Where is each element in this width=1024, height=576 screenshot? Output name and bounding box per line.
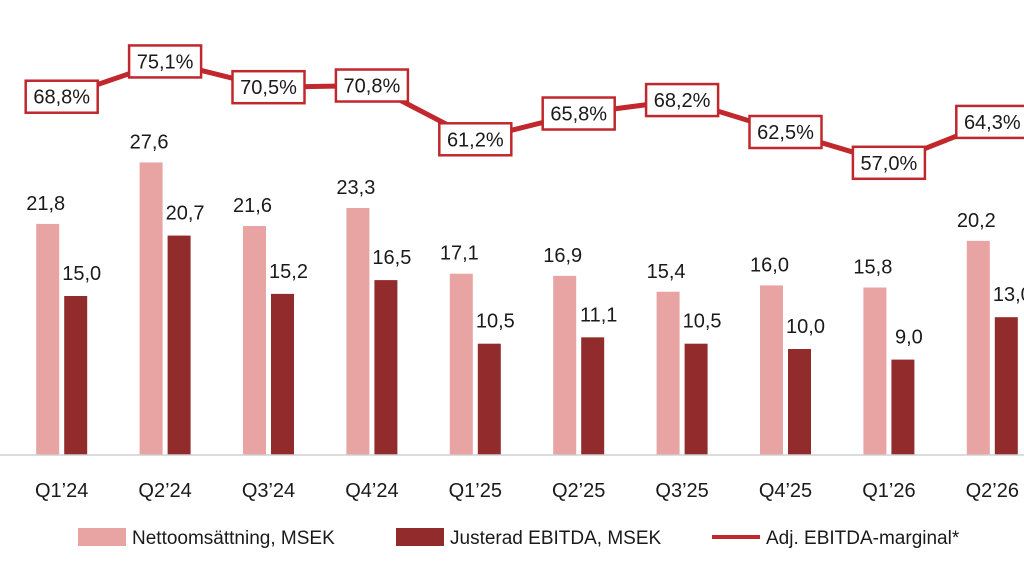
value-label-justerad-ebitda-q225: 11,1 xyxy=(580,304,617,326)
bar-justerad-ebitda-q125 xyxy=(477,343,501,455)
ebitda-marginal-label-q124: 68,8% xyxy=(33,87,90,109)
bar-nettoomsattning-q325 xyxy=(656,291,680,455)
bar-justerad-ebitda-q425 xyxy=(788,349,811,455)
ebitda-marginal-label-q425: 62,5% xyxy=(757,122,814,144)
ebitda-marginal-point-q224 xyxy=(127,44,203,79)
value-label-nettoomsattning-q226: 20,2 xyxy=(957,210,996,232)
x-tick-q226: Q2’26 xyxy=(966,480,1019,502)
ebitda-marginal-label-q126: 57,0% xyxy=(861,153,918,175)
value-label-nettoomsattning-q224: 27,6 xyxy=(130,131,169,153)
x-tick-q224: Q2’24 xyxy=(138,480,191,502)
value-label-justerad-ebitda-q424: 16,5 xyxy=(372,247,411,269)
ebitda-marginal-label-q424: 70,8% xyxy=(344,76,401,98)
x-tick-q325: Q3’25 xyxy=(655,480,708,502)
bar-nettoomsattning-q324 xyxy=(243,226,266,455)
x-tick-q425: Q4’25 xyxy=(759,480,812,502)
value-label-justerad-ebitda-q425: 10,0 xyxy=(786,316,825,338)
legend-swatch-nettoomsattning xyxy=(78,528,126,546)
ebitda-marginal-label-q125: 61,2% xyxy=(447,129,504,151)
ebitda-marginal-point-q325 xyxy=(644,82,720,118)
bar-justerad-ebitda-q424 xyxy=(374,280,398,455)
legend: Nettoomsättning, MSEK Justerad EBITDA, M… xyxy=(78,528,960,549)
x-tick-q424: Q4’24 xyxy=(345,480,398,502)
bar-nettoomsattning-q225 xyxy=(553,275,577,455)
value-label-justerad-ebitda-q324: 15,2 xyxy=(269,261,308,283)
value-label-nettoomsattning-q425: 16,0 xyxy=(750,254,789,276)
bar-justerad-ebitda-q225 xyxy=(581,337,605,455)
x-tick-q124: Q1’24 xyxy=(35,480,88,502)
bar-justerad-ebitda-q226 xyxy=(994,317,1018,455)
bar-justerad-ebitda-q324 xyxy=(271,293,294,455)
ebitda-marginal-point-q226 xyxy=(955,104,1024,140)
bar-group: 21,8 15,0 27,6 20,7 21,6 15,2 23,3 16,5 17,1 10,5… xyxy=(26,131,1024,455)
ebitda-marginal-point-q124 xyxy=(24,79,99,114)
ebitda-marginal-point-q324 xyxy=(231,69,306,105)
bar-justerad-ebitda-q124 xyxy=(64,296,88,455)
value-label-nettoomsattning-q124: 21,8 xyxy=(26,193,65,215)
value-label-justerad-ebitda-q124: 15,0 xyxy=(62,263,101,285)
value-label-justerad-ebitda-q224: 20,7 xyxy=(166,203,205,225)
margin-line-layer: 68,8% 75,1% 70,5% 70,8% 61,2% 65,8% 68,2% 62,5%… xyxy=(24,44,1024,181)
value-label-justerad-ebitda-q325: 10,5 xyxy=(683,311,722,333)
ebitda-marginal-point-q424 xyxy=(334,68,410,103)
ebitda-marginal-point-q225 xyxy=(541,96,616,131)
legend-label-justerad-ebitda: Justerad EBITDA, MSEK xyxy=(450,528,662,549)
legend-swatch-justerad-ebitda xyxy=(396,528,444,546)
x-tick-q324: Q3’24 xyxy=(242,480,295,502)
bar-justerad-ebitda-q126 xyxy=(891,359,915,455)
x-tick-labels: Q1’24 Q2’24 Q3’24 Q4’24 Q1’25 Q2’25 Q3’25 Q4’25… xyxy=(35,480,1019,502)
ebitda-marginal-line xyxy=(60,58,994,166)
value-label-nettoomsattning-q424: 23,3 xyxy=(336,177,375,199)
bar-nettoomsattning-q224 xyxy=(139,162,163,455)
value-label-nettoomsattning-q325: 15,4 xyxy=(647,261,686,283)
legend-label-ebitda-marginal: Adj. EBITDA-marginal* xyxy=(766,528,960,549)
ebitda-marginal-label-q225: 65,8% xyxy=(550,104,607,126)
value-label-nettoomsattning-q126: 15,8 xyxy=(853,257,892,279)
ebitda-marginal-label-q325: 68,2% xyxy=(654,90,711,112)
bar-nettoomsattning-q124 xyxy=(36,223,60,455)
x-tick-q125: Q1’25 xyxy=(449,480,502,502)
bar-justerad-ebitda-q325 xyxy=(684,343,708,455)
legend-label-nettoomsattning: Nettoomsättning, MSEK xyxy=(132,528,335,549)
ebitda-marginal-point-q125 xyxy=(438,122,513,157)
value-label-justerad-ebitda-q226: 13,0 xyxy=(993,284,1024,306)
value-label-justerad-ebitda-q125: 10,5 xyxy=(476,311,515,333)
value-label-nettoomsattning-q324: 21,6 xyxy=(233,195,272,217)
bar-justerad-ebitda-q224 xyxy=(167,235,191,455)
value-label-nettoomsattning-q225: 16,9 xyxy=(543,245,582,267)
ebitda-marginal-label-q324: 70,5% xyxy=(240,77,297,99)
bar-nettoomsattning-q125 xyxy=(449,273,473,455)
value-label-nettoomsattning-q125: 17,1 xyxy=(440,243,479,265)
x-tick-q225: Q2’25 xyxy=(552,480,605,502)
ebitda-marginal-label-q226: 64,3% xyxy=(964,112,1021,134)
ebitda-marginal-point-q425 xyxy=(748,114,823,150)
x-tick-q126: Q1’26 xyxy=(862,480,915,502)
ebitda-marginal-point-q126 xyxy=(851,145,927,181)
bar-nettoomsattning-q424 xyxy=(346,208,370,455)
bar-nettoomsattning-q226 xyxy=(966,240,990,455)
value-label-justerad-ebitda-q126: 9,0 xyxy=(895,327,923,349)
bar-nettoomsattning-q126 xyxy=(863,287,887,455)
ebitda-marginal-label-q224: 75,1% xyxy=(137,51,194,73)
bar-nettoomsattning-q425 xyxy=(760,285,783,455)
